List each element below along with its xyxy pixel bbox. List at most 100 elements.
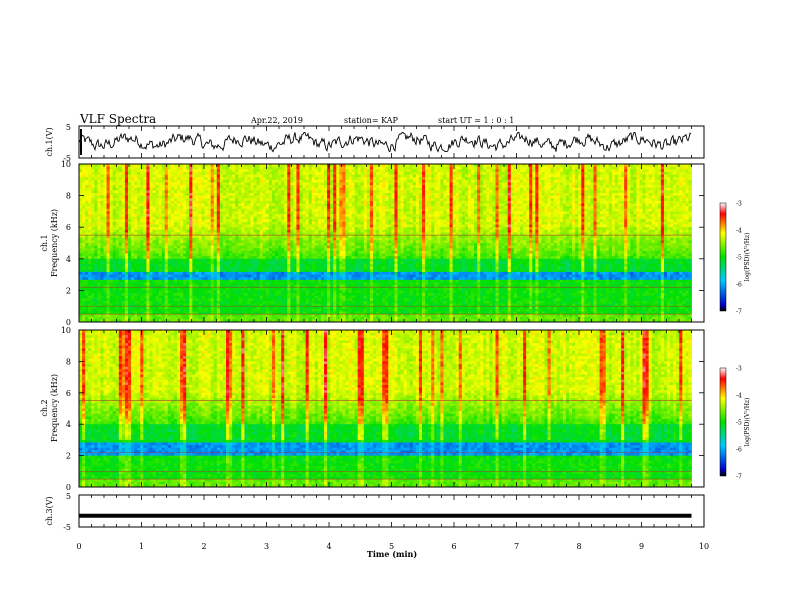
spectrogram-cell bbox=[688, 180, 691, 183]
spectrogram-cell bbox=[382, 198, 385, 201]
spectrogram-cell bbox=[134, 167, 137, 170]
spectrogram-cell bbox=[128, 190, 131, 193]
spectrogram-cell bbox=[342, 188, 345, 191]
spectrogram-cell bbox=[355, 190, 358, 193]
spectrogram-cell bbox=[670, 196, 673, 199]
spectrogram-cell bbox=[110, 169, 113, 172]
spectrogram-cell bbox=[541, 172, 544, 175]
spectrogram-cell bbox=[618, 169, 621, 172]
spectrogram-cell bbox=[257, 198, 260, 201]
spectrogram-cell bbox=[431, 190, 434, 193]
spectrogram-cell bbox=[217, 193, 220, 196]
spectrogram-cell bbox=[624, 193, 627, 196]
spectrogram-cell bbox=[468, 180, 471, 183]
spectrogram-cell bbox=[367, 169, 370, 172]
spectrogram-cell bbox=[688, 172, 691, 175]
spectrogram-cell bbox=[153, 172, 156, 175]
spectrogram-cell bbox=[419, 190, 422, 193]
spectrogram-cell bbox=[505, 180, 508, 183]
spectrogram-cell bbox=[247, 185, 250, 188]
spectrogram-cell bbox=[391, 190, 394, 193]
spectrogram-cell bbox=[468, 169, 471, 172]
spectrogram-cell bbox=[401, 167, 404, 170]
spectrogram-cell bbox=[110, 182, 113, 185]
spectrogram-cell bbox=[211, 193, 214, 196]
spectrogram-cell bbox=[146, 180, 149, 183]
spectrogram-cell bbox=[594, 169, 597, 172]
spectrogram-cell bbox=[110, 198, 113, 201]
spectrogram-cell bbox=[682, 196, 685, 199]
spectrogram-cell bbox=[303, 167, 306, 170]
spectrogram-cell bbox=[254, 175, 257, 178]
spectrogram-cell bbox=[137, 196, 140, 199]
spectrogram-cell bbox=[413, 167, 416, 170]
spectrogram-cell bbox=[551, 188, 554, 191]
spectrogram-cell bbox=[306, 198, 309, 201]
spectrogram-cell bbox=[566, 188, 569, 191]
spectrogram-cell bbox=[548, 172, 551, 175]
spectrogram-cell bbox=[590, 193, 593, 196]
spectrogram-cell bbox=[306, 193, 309, 196]
spectrogram-cell bbox=[492, 190, 495, 193]
spectrogram-cell bbox=[422, 175, 425, 178]
spectrogram-cell bbox=[557, 175, 560, 178]
spectrogram-cell bbox=[205, 180, 208, 183]
spectrogram-cell bbox=[364, 175, 367, 178]
spectrogram-cell bbox=[373, 190, 376, 193]
spectrogram-cell bbox=[284, 185, 287, 188]
spectrogram-cell bbox=[428, 175, 431, 178]
spectrogram-cell bbox=[100, 198, 103, 201]
spectrogram-cell bbox=[202, 172, 205, 175]
spectrogram-cell bbox=[606, 196, 609, 199]
spectrogram-cell bbox=[434, 188, 437, 191]
spectrogram-cell bbox=[667, 172, 670, 175]
spectrogram-cell bbox=[431, 167, 434, 170]
spectrogram-cell bbox=[676, 175, 679, 178]
spectrogram-cell bbox=[661, 182, 664, 185]
spectrogram-cell bbox=[590, 172, 593, 175]
spectrogram-cell bbox=[492, 182, 495, 185]
spectrogram-cell bbox=[217, 175, 220, 178]
spectrogram-cell bbox=[508, 182, 511, 185]
spectrogram-cell bbox=[364, 193, 367, 196]
spectrogram-cell bbox=[655, 193, 658, 196]
spectrogram-cell bbox=[453, 169, 456, 172]
spectrogram-cell bbox=[453, 196, 456, 199]
spectrogram-cell bbox=[122, 175, 125, 178]
spectrogram-cell bbox=[480, 193, 483, 196]
spectrogram-cell bbox=[226, 190, 229, 193]
spectrogram-cell bbox=[594, 177, 597, 180]
spectrogram-cell bbox=[333, 196, 336, 199]
spectrogram-cell bbox=[202, 177, 205, 180]
spectrogram-cell bbox=[612, 172, 615, 175]
spectrogram-cell bbox=[639, 190, 642, 193]
spectrogram-cell bbox=[404, 182, 407, 185]
spectrogram-cell bbox=[358, 172, 361, 175]
spectrogram-cell bbox=[284, 196, 287, 199]
spectrogram-cell bbox=[673, 167, 676, 170]
spectrogram-cell bbox=[244, 177, 247, 180]
spectrogram-cell bbox=[88, 177, 91, 180]
spectrogram-cell bbox=[587, 188, 590, 191]
spectrogram-cell bbox=[636, 193, 639, 196]
spectrogram-cell bbox=[125, 172, 128, 175]
spectrogram-cell bbox=[496, 196, 499, 199]
spectrogram-cell bbox=[241, 185, 244, 188]
spectrogram-cell bbox=[263, 190, 266, 193]
spectrogram-cell bbox=[352, 185, 355, 188]
spectrogram-cell bbox=[508, 196, 511, 199]
spectrogram-cell bbox=[137, 167, 140, 170]
spectrogram-cell bbox=[630, 175, 633, 178]
spectrogram-cell bbox=[342, 190, 345, 193]
spectrogram-cell bbox=[162, 175, 165, 178]
spectrogram-cell bbox=[303, 198, 306, 201]
spectrogram-cell bbox=[443, 177, 446, 180]
spectrogram-cell bbox=[655, 182, 658, 185]
spectrogram-cell bbox=[551, 180, 554, 183]
spectrogram-cell bbox=[578, 169, 581, 172]
spectrogram-cell bbox=[214, 190, 217, 193]
spectrogram-cell bbox=[627, 169, 630, 172]
spectrogram-cell bbox=[339, 182, 342, 185]
spectrogram-cell bbox=[97, 185, 100, 188]
spectrogram-cell bbox=[257, 172, 260, 175]
